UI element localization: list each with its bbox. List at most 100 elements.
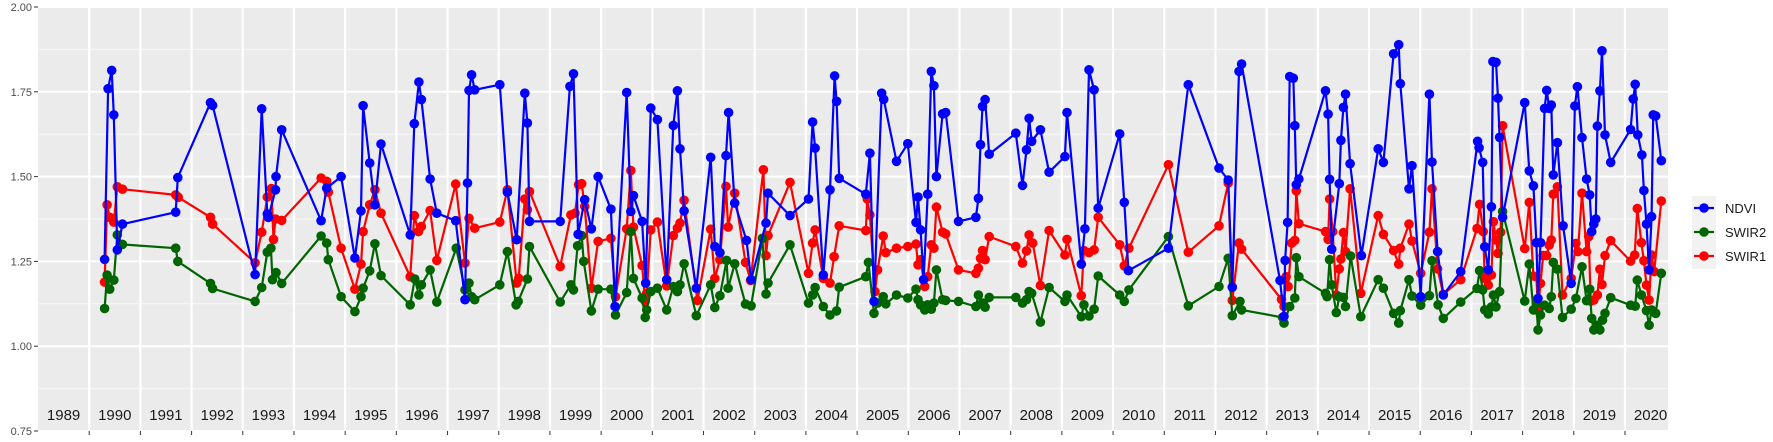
ndvi-point [715,247,725,258]
swir2-point [621,287,632,298]
ndvi-point [586,224,597,234]
swir2-point [469,294,480,305]
ndvi-point [1114,129,1125,139]
ndvi-point [915,225,926,235]
swir2-point [710,302,720,313]
swir2-point [931,265,942,275]
swir1-point [785,177,795,188]
ndvi-point [1586,226,1597,237]
swir2-point [1494,286,1505,297]
ndvi-point [276,125,287,135]
swir2-point [207,283,218,294]
ndvi-point [416,94,427,105]
swir1-point [522,205,533,215]
ndvi-point [606,204,616,214]
year-label: 1991 [149,407,182,424]
ndvi-point [99,254,110,265]
swir1-point [1336,254,1346,264]
swir1-point [1017,258,1028,268]
ndvi-point [1393,39,1404,50]
swir1-point [675,218,685,228]
legend-key-point [1699,251,1709,261]
swir1-point [1639,255,1649,266]
ndvi-point [646,103,656,113]
swir2-point [1331,307,1342,318]
swir2-point [1455,297,1466,307]
swir2-point [803,298,814,308]
swir2-point [715,290,725,301]
swir2-point [679,259,689,269]
ndvi-point [263,212,274,223]
swir2-point [675,280,685,290]
ndvi-point [1630,79,1640,90]
swir1-point [1294,218,1304,229]
swir2-point [350,306,360,317]
swir1-point [891,243,902,253]
ndvi-point [1644,265,1654,275]
ndvi-point [1486,202,1497,212]
swir1-point [256,227,267,237]
swir2-point [1124,285,1134,295]
swir2-point [1395,305,1406,316]
ndvi-point [1089,85,1099,95]
ndvi-point [321,183,332,193]
ndvi-point [466,70,477,80]
swir1-point [1524,197,1535,208]
swir2-point [1600,308,1610,319]
swir2-point [1438,313,1449,324]
ndvi-point [1183,79,1194,90]
swir2-point [1586,313,1597,324]
year-label: 1990 [98,407,131,424]
swir2-point [705,280,716,290]
swir2-point [1119,296,1130,307]
swir2-point [626,226,636,237]
ndvi-point [1641,219,1652,229]
year-label: 2013 [1276,407,1309,424]
swir1-point [358,226,368,237]
ndvi-point [1528,181,1539,191]
year-label: 2001 [661,407,694,424]
ndvi-point [931,171,942,182]
swir2-point [1326,280,1337,290]
swir1-point [1076,290,1087,301]
ndvi-point [1282,217,1293,228]
ndvi-point [1356,250,1367,261]
ndvi-point [520,88,530,98]
ndvi-point [409,118,420,129]
swir2-point [410,274,420,284]
swir2-point [416,280,427,290]
ndvi-point [1533,293,1543,304]
ndvi-point [1493,93,1503,103]
ndvi-point [1494,132,1505,143]
swir2-point [1533,325,1543,335]
ndvi-point [109,110,119,120]
swir2-point [1324,254,1335,265]
swir1-point [593,236,603,247]
swir2-point [637,293,647,303]
ndvi-point [1628,94,1638,104]
ndvi-point [1546,100,1557,110]
swir1-point [1641,280,1652,290]
swir1-point [1062,234,1072,245]
swir1-point [1395,243,1406,253]
swir2-point [953,296,964,307]
swir2-point [405,300,416,310]
ndvi-point [672,86,683,96]
ndvi-point [1483,265,1494,275]
ndvi-point [723,107,734,118]
ndvi-point [1438,290,1449,300]
ndvi-point [926,66,937,77]
ndvi-point [1323,109,1333,119]
ndvi-point [1223,175,1233,185]
ndvi-point [640,278,651,288]
ndvi-point [1324,174,1335,185]
swir2-point [1076,311,1087,322]
swir1-point [276,215,287,226]
swir1-point [1407,236,1417,246]
ndvi-point [1592,121,1603,131]
ndvi-point [918,274,929,285]
swir2-point [1584,284,1595,295]
year-label: 1999 [559,407,592,424]
ndvi-point [878,94,889,105]
ndvi-point [1572,81,1583,92]
